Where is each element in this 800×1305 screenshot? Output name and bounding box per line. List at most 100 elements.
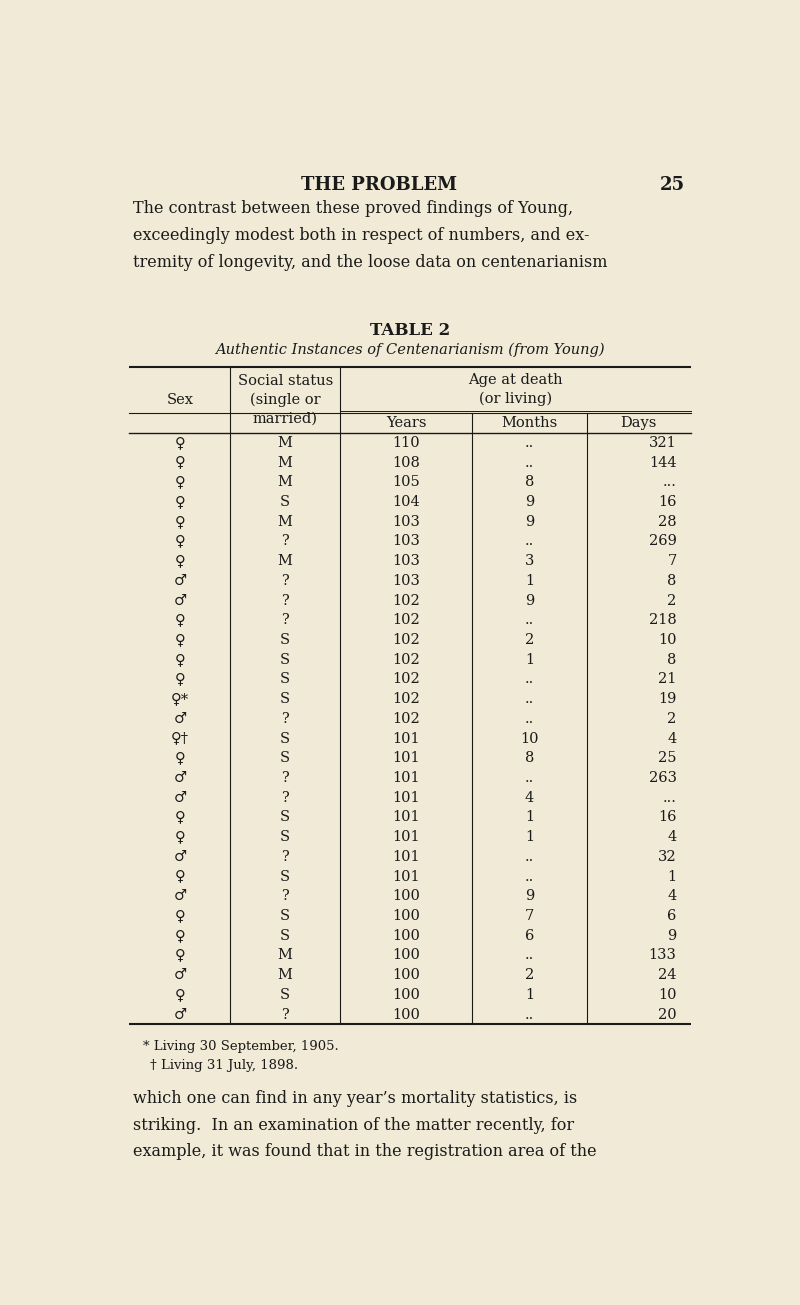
Text: S: S [280, 652, 290, 667]
Text: 8: 8 [525, 752, 534, 765]
Text: ♀: ♀ [174, 555, 185, 568]
Text: ♂: ♂ [174, 574, 186, 587]
Text: ♀: ♀ [174, 830, 185, 844]
Text: ♀†: ♀† [171, 732, 189, 745]
Text: Days: Days [621, 416, 657, 431]
Text: 9: 9 [667, 929, 677, 942]
Text: ♀: ♀ [174, 869, 185, 883]
Text: ♂: ♂ [174, 791, 186, 805]
Text: 102: 102 [392, 633, 420, 647]
Text: ♂: ♂ [174, 968, 186, 983]
Text: ♀: ♀ [174, 633, 185, 647]
Text: ♀: ♀ [174, 910, 185, 923]
Text: ?: ? [282, 613, 289, 628]
Text: ..: .. [525, 436, 534, 450]
Text: 102: 102 [392, 672, 420, 686]
Text: ♀: ♀ [174, 988, 185, 1002]
Text: 6: 6 [525, 929, 534, 942]
Text: 102: 102 [392, 613, 420, 628]
Text: S: S [280, 633, 290, 647]
Text: 100: 100 [392, 910, 420, 923]
Text: 1: 1 [525, 574, 534, 587]
Text: 19: 19 [658, 692, 677, 706]
Text: ..: .. [525, 1007, 534, 1022]
Text: 105: 105 [392, 475, 420, 489]
Text: 8: 8 [667, 574, 677, 587]
Text: ..: .. [525, 949, 534, 962]
Text: 103: 103 [392, 555, 420, 568]
Text: 28: 28 [658, 514, 677, 529]
Text: ♀: ♀ [174, 672, 185, 686]
Text: S: S [280, 910, 290, 923]
Text: M: M [278, 436, 293, 450]
Text: ♀: ♀ [174, 514, 185, 529]
Text: ..: .. [525, 711, 534, 726]
Text: ♂: ♂ [174, 889, 186, 903]
Text: S: S [280, 929, 290, 942]
Text: 1: 1 [667, 869, 677, 883]
Text: ?: ? [282, 711, 289, 726]
Text: 7: 7 [525, 910, 534, 923]
Text: ♂: ♂ [174, 594, 186, 608]
Text: 1: 1 [525, 988, 534, 1002]
Text: 16: 16 [658, 495, 677, 509]
Text: 321: 321 [649, 436, 677, 450]
Text: 7: 7 [667, 555, 677, 568]
Text: S: S [280, 752, 290, 765]
Text: 24: 24 [658, 968, 677, 983]
Text: ♀: ♀ [174, 652, 185, 667]
Text: 2: 2 [525, 968, 534, 983]
Text: ♀*: ♀* [170, 692, 189, 706]
Text: 108: 108 [392, 455, 420, 470]
Text: 2: 2 [667, 594, 677, 608]
Text: ..: .. [525, 692, 534, 706]
Text: 101: 101 [392, 850, 420, 864]
Text: 1: 1 [525, 810, 534, 825]
Text: S: S [280, 988, 290, 1002]
Text: 10: 10 [658, 633, 677, 647]
Text: Social status
(single or
married): Social status (single or married) [238, 375, 333, 425]
Text: 103: 103 [392, 535, 420, 548]
Text: 100: 100 [392, 889, 420, 903]
Text: ...: ... [662, 475, 677, 489]
Text: * Living 30 September, 1905.: * Living 30 September, 1905. [142, 1040, 338, 1053]
Text: ..: .. [525, 672, 534, 686]
Text: 103: 103 [392, 574, 420, 587]
Text: ..: .. [525, 869, 534, 883]
Text: ♀: ♀ [174, 929, 185, 942]
Text: 101: 101 [392, 869, 420, 883]
Text: 4: 4 [667, 889, 677, 903]
Text: 100: 100 [392, 949, 420, 962]
Text: 20: 20 [658, 1007, 677, 1022]
Text: Months: Months [502, 416, 558, 431]
Text: M: M [278, 949, 293, 962]
Text: S: S [280, 869, 290, 883]
Text: ?: ? [282, 771, 289, 786]
Text: ..: .. [525, 455, 534, 470]
Text: 144: 144 [649, 455, 677, 470]
Text: ?: ? [282, 574, 289, 587]
Text: Age at death
(or living): Age at death (or living) [468, 373, 562, 406]
Text: ?: ? [282, 594, 289, 608]
Text: 102: 102 [392, 652, 420, 667]
Text: 133: 133 [649, 949, 677, 962]
Text: M: M [278, 555, 293, 568]
Text: ♀: ♀ [174, 752, 185, 765]
Text: M: M [278, 968, 293, 983]
Text: 100: 100 [392, 968, 420, 983]
Text: Years: Years [386, 416, 426, 431]
Text: 4: 4 [667, 830, 677, 844]
Text: 110: 110 [392, 436, 420, 450]
Text: ♀: ♀ [174, 436, 185, 450]
Text: 3: 3 [525, 555, 534, 568]
Text: 101: 101 [392, 752, 420, 765]
Text: 100: 100 [392, 988, 420, 1002]
Text: † Living 31 July, 1898.: † Living 31 July, 1898. [150, 1060, 298, 1071]
Text: 218: 218 [649, 613, 677, 628]
Text: ♂: ♂ [174, 1007, 186, 1022]
Text: M: M [278, 455, 293, 470]
Text: 25: 25 [660, 176, 685, 194]
Text: 9: 9 [525, 889, 534, 903]
Text: 1: 1 [525, 652, 534, 667]
Text: S: S [280, 692, 290, 706]
